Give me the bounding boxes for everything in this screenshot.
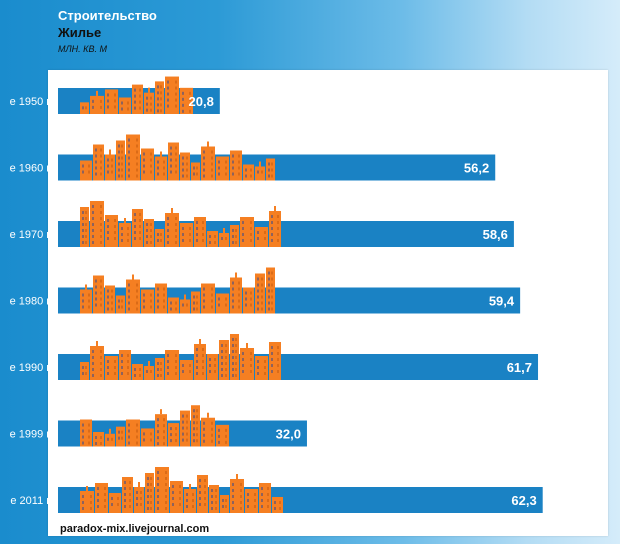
bar-row: е 1950 г. 20,8 xyxy=(10,76,220,114)
value-label: 20,8 xyxy=(189,94,214,109)
value-label: 56,2 xyxy=(464,161,489,176)
building-icon xyxy=(80,467,283,513)
category-label: е 1960 г. xyxy=(10,163,52,175)
bar-row: е 1980 г. 59,4 xyxy=(10,267,521,314)
watermark: paradox-mix.livejournal.com xyxy=(60,523,210,535)
bar-row: е 1960 г. 56,2 xyxy=(10,134,496,181)
bar-row: е 2011 г. 62,3 xyxy=(10,467,543,513)
building-icon xyxy=(80,334,281,380)
bar-row: е 1999 г. 32,0 xyxy=(10,405,307,447)
building-icon xyxy=(80,76,193,114)
bar-row: е 1990 г. 61,7 xyxy=(10,334,539,380)
chart-subtitle: Жилье xyxy=(58,25,102,40)
building-icon xyxy=(80,201,281,247)
category-label: е 1950 г. xyxy=(10,96,52,108)
building-icon xyxy=(80,405,229,447)
category-label: е 2011 г. xyxy=(10,495,52,507)
category-label: е 1999 г. xyxy=(10,429,52,441)
category-label: е 1970 г. xyxy=(10,229,52,241)
units-label: МЛН. КВ. М xyxy=(58,44,107,54)
value-label: 62,3 xyxy=(511,493,536,508)
value-label: 61,7 xyxy=(507,360,532,375)
category-label: е 1990 г. xyxy=(10,362,52,374)
value-label: 59,4 xyxy=(489,294,515,309)
category-label: е 1980 г. xyxy=(10,296,52,308)
bar-row: е 1970 г. 58,6 xyxy=(10,201,514,247)
chart-title: Строительство xyxy=(58,8,157,23)
building-icon xyxy=(80,267,275,314)
value-label: 32,0 xyxy=(276,427,301,442)
value-label: 58,6 xyxy=(483,227,508,242)
building-icon xyxy=(80,134,275,181)
